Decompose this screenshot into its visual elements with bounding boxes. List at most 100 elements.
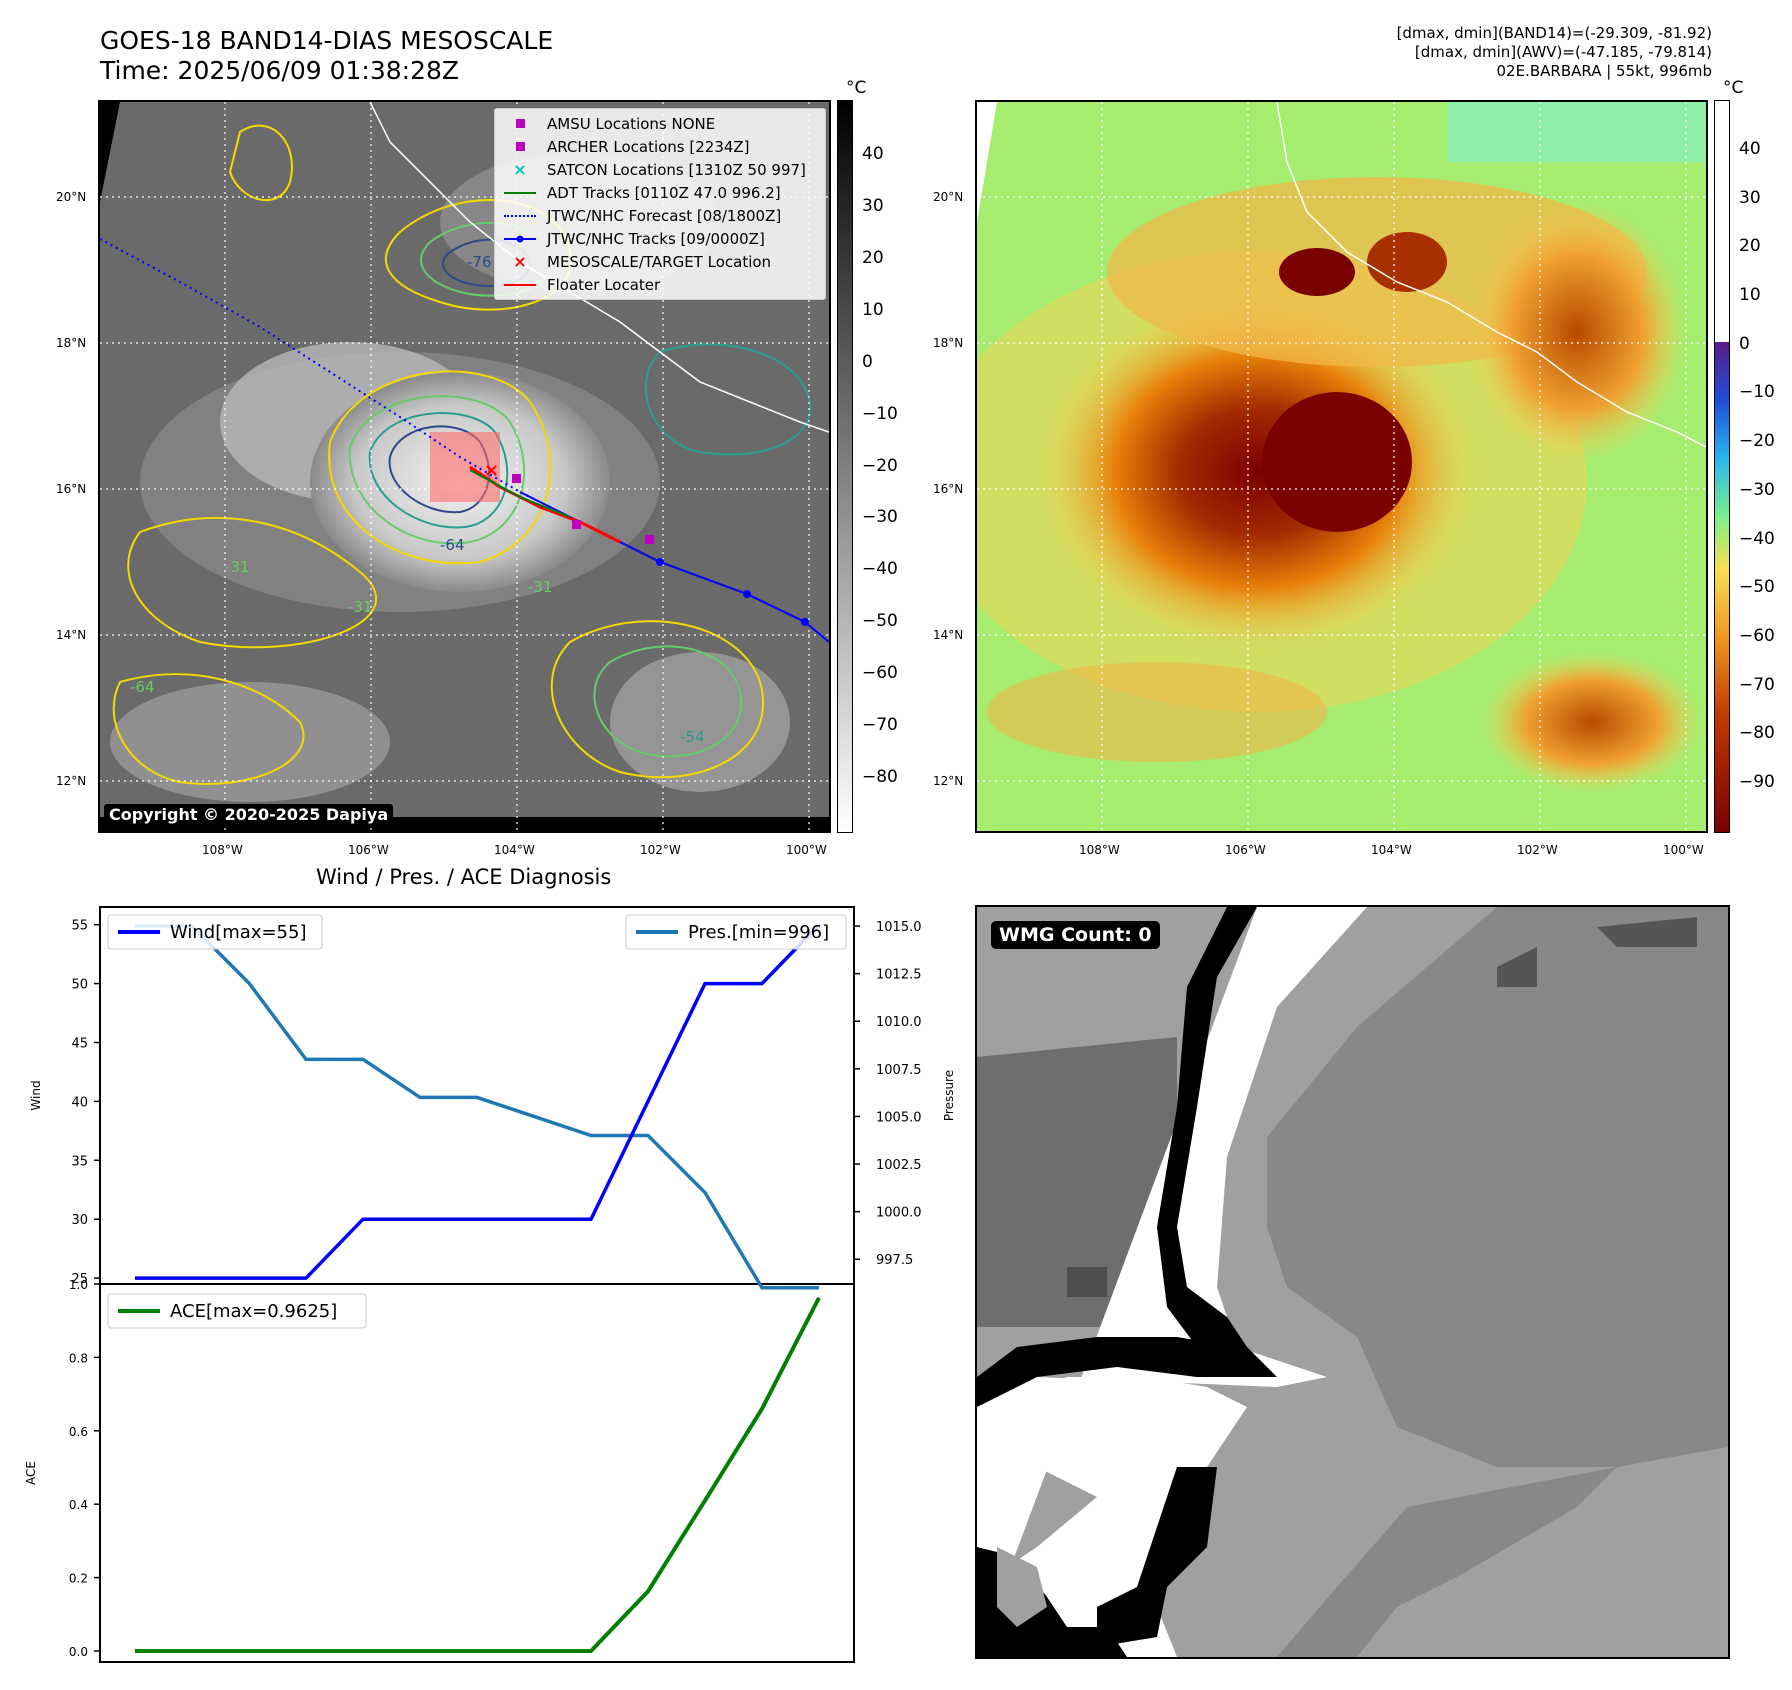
legend-item-tracks: JTWC/NHC Tracks [09/0000Z] — [495, 227, 825, 250]
lat-label: 16°N — [933, 482, 964, 496]
colorbar-tick-label: −40 — [862, 559, 898, 580]
colorbar-right — [1714, 100, 1730, 833]
legend-item-floater: Floater Locater — [495, 273, 825, 296]
colorbar-left-unit: °C — [846, 78, 867, 98]
ace-legend-label: ACE[max=0.9625] — [170, 1301, 337, 1322]
title-line-2: Time: 2025/06/09 01:38:28Z — [100, 56, 459, 85]
pressure-tick-label: 1010.0 — [876, 1015, 922, 1030]
wind-axis-label: Wind — [29, 1080, 43, 1110]
contour-label: -31 — [348, 598, 373, 616]
wv-map-canvas — [977, 102, 1706, 831]
mesoscale-marker: × — [484, 460, 499, 481]
lat-label: 14°N — [933, 628, 964, 642]
legend-item-mesoscale: × MESOSCALE/TARGET Location — [513, 252, 772, 271]
lon-label: 102°W — [1517, 843, 1558, 857]
colorbar-tick-label: −50 — [1739, 577, 1775, 598]
wv-map-panel — [975, 100, 1708, 833]
colorbar-tick-label: −60 — [1739, 625, 1775, 646]
title-line-1: GOES-18 BAND14-DIAS MESOSCALE — [100, 26, 554, 55]
colorbar-tick-label: −20 — [1739, 431, 1775, 452]
wind-legend-label: Wind[max=55] — [170, 922, 307, 943]
ace-axes-frame — [99, 1283, 855, 1663]
colorbar-right-unit: °C — [1723, 78, 1744, 98]
contour-label: -76 — [467, 253, 492, 271]
wmg-canvas — [977, 907, 1728, 1657]
stats-line-1: [dmax, dmin](BAND14)=(-29.309, -81.92) — [1396, 24, 1712, 42]
wind-tick-label: 50 — [71, 978, 88, 993]
ir-map-panel: -76 -64 -31 -31 -31 -54 -64 × AMSU Loc — [98, 100, 831, 833]
lat-label: 18°N — [56, 336, 87, 350]
stats-header: [dmax, dmin](BAND14)=(-29.309, -81.92) [… — [1397, 24, 1712, 81]
lat-label: 14°N — [56, 628, 87, 642]
lat-label: 20°N — [933, 190, 964, 204]
ace-tick-label: 0.8 — [69, 1351, 88, 1365]
colorbar-tick-label: −60 — [862, 663, 898, 684]
diagnosis-chart: 55 50 45 40 35 30 25 1015.0 1012.5 1010.0 1007.5 10… — [24, 906, 956, 1663]
pressure-tick-label: 1005.0 — [876, 1110, 922, 1125]
colorbar-tick-label: 20 — [1739, 236, 1761, 257]
lon-label: 104°W — [1371, 843, 1412, 857]
pressure-tick-label: 1012.5 — [876, 968, 922, 983]
ace-line — [135, 1296, 821, 1653]
colorbar-left — [837, 100, 853, 833]
copyright-label: Copyright © 2020-2025 Dapiya — [104, 804, 394, 825]
lat-label: 16°N — [56, 482, 87, 496]
pressure-tick-label: 1002.5 — [876, 1158, 922, 1173]
floater-box — [430, 432, 500, 502]
map-legend: AMSU Locations NONE ARCHER Locations [22… — [494, 108, 826, 300]
ace-tick-label: 0.0 — [69, 1645, 88, 1659]
lon-label: 108°W — [202, 843, 243, 857]
colorbar-tick-label: −30 — [1739, 479, 1775, 500]
wind-legend-box — [107, 914, 323, 950]
colorbar-tick-label: 40 — [862, 144, 884, 164]
contour-label: -64 — [130, 678, 155, 696]
colorbar-tick-label: −80 — [1739, 723, 1775, 744]
pressure-tick-label: 1015.0 — [876, 920, 922, 935]
colorbar-tick-label: −70 — [862, 715, 898, 736]
colorbar-tick-label: 30 — [1739, 187, 1761, 208]
wind-tick-label: 30 — [71, 1213, 88, 1228]
legend-item-forecast: JTWC/NHC Forecast [08/1800Z] — [495, 204, 825, 227]
forecast-track — [100, 238, 581, 523]
ace-tick-label: 0.2 — [69, 1572, 88, 1586]
wind-tick-label: 55 — [71, 919, 88, 934]
lon-label: 100°W — [1663, 843, 1704, 857]
colorbar-tick-label: 0 — [1739, 333, 1750, 354]
lon-label: 106°W — [1225, 843, 1266, 857]
colorbar-tick-label: −40 — [1739, 528, 1775, 549]
colorbar-tick-label: 30 — [862, 195, 884, 216]
lat-label: 20°N — [56, 190, 87, 204]
colorbar-tick-label: −70 — [1739, 674, 1775, 695]
colorbar-tick-label: 0 — [862, 351, 873, 372]
legend-item-archer: ARCHER Locations [2234Z] — [495, 135, 825, 158]
pressure-legend-label: Pres.[min=996] — [688, 922, 829, 943]
wind-tick-label: 45 — [71, 1036, 88, 1051]
wmg-count-badge: WMG Count: 0 — [991, 921, 1160, 949]
contour-label: -54 — [680, 728, 705, 746]
pressure-legend-box — [625, 914, 847, 950]
pressure-tick-label: 997.5 — [876, 1253, 913, 1268]
colorbar-tick-label: −20 — [862, 455, 898, 476]
pressure-line — [135, 924, 819, 1290]
ace-legend-box — [107, 1293, 367, 1329]
colorbar-tick-label: −50 — [862, 611, 898, 632]
adt-track — [469, 469, 571, 518]
wind-tick-label: 35 — [71, 1154, 88, 1169]
colorbar-tick-label: 10 — [1739, 285, 1761, 306]
stats-line-2: [dmax, dmin](AWV)=(-47.185, -79.814) — [1414, 43, 1712, 61]
colorbar-tick-label: −10 — [862, 403, 898, 424]
contour-label: -31 — [225, 558, 250, 576]
ace-axis-label: ACE — [24, 1461, 38, 1485]
lon-label: 108°W — [1079, 843, 1120, 857]
ace-tick-label: 0.6 — [69, 1425, 88, 1439]
wind-line — [135, 923, 821, 1280]
legend-item-adt: ADT Tracks [0110Z 47.0 996.2] — [495, 181, 825, 204]
legend-item-amsu: AMSU Locations NONE — [495, 112, 825, 135]
contour-label: -64 — [440, 536, 465, 554]
lon-label: 106°W — [348, 843, 389, 857]
figure-title: GOES-18 BAND14-DIAS MESOSCALE Time: 2025… — [100, 26, 553, 86]
colorbar-tick-label: 40 — [1739, 139, 1761, 159]
pressure-tick-label: 1000.0 — [876, 1206, 922, 1221]
pressure-tick-label: 1007.5 — [876, 1063, 922, 1078]
lat-label: 12°N — [56, 774, 87, 788]
